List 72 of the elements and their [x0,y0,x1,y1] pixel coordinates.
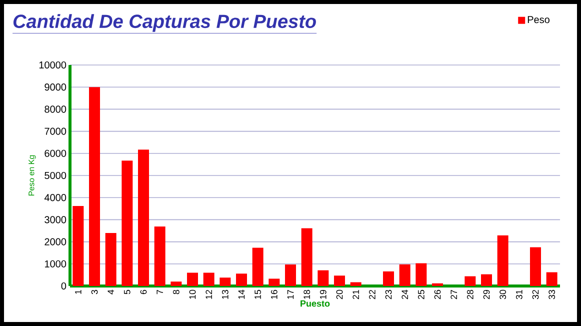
x-axis-title: Puesto [300,300,330,307]
x-tick-label: 10 [189,290,196,299]
bar [350,282,362,286]
bar [170,282,182,286]
x-tick-label: 32 [532,290,539,300]
y-tick-label: 4000 [44,194,66,202]
x-tick-label: 14 [238,290,245,299]
y-tick-label: 6000 [44,150,66,157]
x-tick-label: 17 [287,290,294,299]
bar [399,264,410,286]
bar [138,150,150,286]
x-tick-label: 3 [91,290,98,294]
x-tick-label: 21 [352,290,359,300]
x-tick-label: 20 [336,290,343,300]
bar [546,272,558,286]
x-tick-label: 26 [434,290,441,300]
chart-title: Cantidad De Capturas Por Puesto [13,14,316,32]
bar [285,264,296,286]
y-tick-label: 1000 [45,260,66,268]
x-tick-label: 23 [385,290,392,300]
y-tick-label: 8000 [44,106,66,113]
y-tick-label: 9000 [44,84,66,91]
y-tick-label: 0 [61,282,66,290]
x-tick-label: 31 [516,290,522,300]
x-tick-label: 18 [304,290,310,299]
bar [154,226,166,286]
bar [187,272,198,286]
bar [416,263,427,286]
bar [301,228,312,286]
bar [464,276,476,286]
bar [89,87,100,286]
bar [268,278,280,286]
x-tick-label: 16 [270,290,278,299]
bar [530,247,541,286]
y-tick-label: 5000 [44,172,66,180]
x-tick-label: 5 [124,290,130,294]
x-tick-label: 1 [75,290,82,294]
x-tick-label: 24 [402,290,408,300]
x-tick-label: 4 [108,290,114,294]
y-tick-label: 10000 [39,61,66,69]
x-tick-label: 27 [450,290,457,300]
bar [236,274,247,286]
x-tick-label: 28 [466,290,474,300]
x-tick-label: 7 [156,290,163,294]
legend-label: Peso [528,16,550,24]
y-tick-label: 2000 [44,238,66,246]
x-tick-label: 13 [222,290,228,299]
bar [203,272,214,286]
bar [497,235,508,286]
x-tick-label: 29 [483,290,490,300]
x-tick-label: 33 [548,290,556,300]
y-axis-title: Peso en Kg [28,155,36,196]
bar [252,248,264,286]
x-tick-label: 8 [172,290,180,294]
bar [105,232,116,286]
x-tick-label: 12 [206,290,212,299]
bar [334,276,345,286]
x-tick-label: 19 [320,290,326,299]
x-tick-label: 6 [140,290,147,294]
x-tick-label: 22 [369,290,376,300]
bar [432,283,443,286]
bar [122,160,133,286]
bar [220,278,231,286]
bar [318,270,329,286]
y-tick-label: 7000 [44,128,66,135]
x-tick-label: 15 [254,290,261,299]
x-tick-label: 25 [418,290,424,300]
bar [72,206,84,286]
bar [382,271,394,286]
y-tick-label: 3000 [44,216,66,224]
bar [480,274,492,286]
x-tick-label: 30 [500,290,506,300]
